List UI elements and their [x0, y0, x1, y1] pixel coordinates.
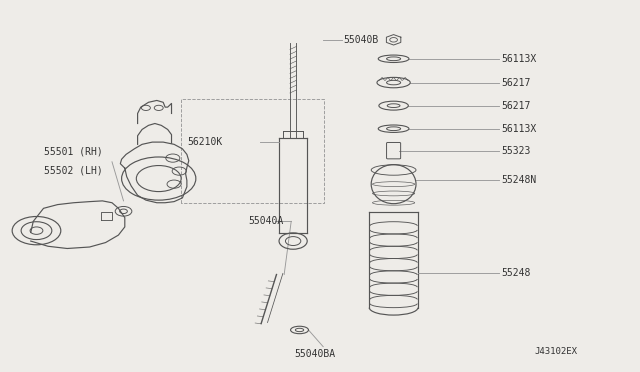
- Text: 55323: 55323: [501, 146, 531, 155]
- Text: J43102EX: J43102EX: [534, 347, 577, 356]
- Text: 55501 (RH): 55501 (RH): [44, 146, 102, 156]
- Text: 56113X: 56113X: [501, 124, 536, 134]
- Text: 55502 (LH): 55502 (LH): [44, 166, 102, 176]
- Text: 55040B: 55040B: [343, 35, 378, 45]
- Text: 56217: 56217: [501, 101, 531, 110]
- Text: 55248: 55248: [501, 269, 531, 278]
- Text: 56210K: 56210K: [187, 137, 222, 147]
- Text: 55040BA: 55040BA: [294, 349, 335, 359]
- Text: 56113X: 56113X: [501, 54, 536, 64]
- Text: 56217: 56217: [501, 78, 531, 87]
- Text: 55040A: 55040A: [248, 217, 284, 226]
- Text: 55248N: 55248N: [501, 176, 536, 185]
